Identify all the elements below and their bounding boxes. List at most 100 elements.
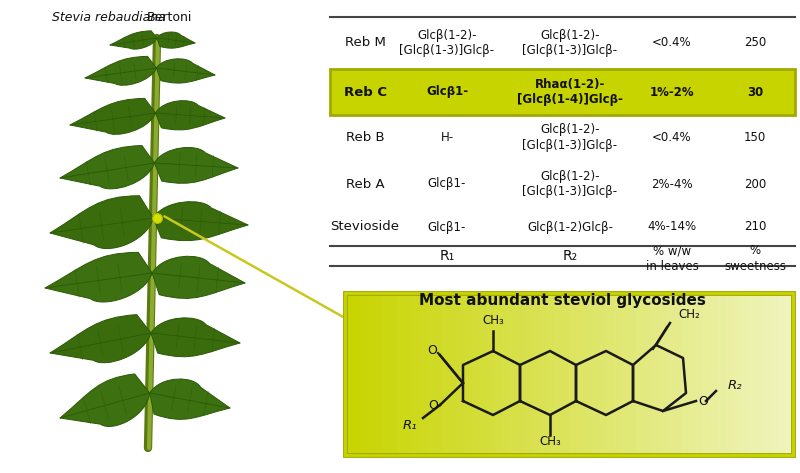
Bar <box>532 293 540 455</box>
Text: Stevioside: Stevioside <box>330 220 399 234</box>
Text: CH₃: CH₃ <box>482 315 504 327</box>
Text: <0.4%: <0.4% <box>652 36 692 50</box>
Bar <box>591 293 599 455</box>
Text: 4%-14%: 4%-14% <box>647 220 697 234</box>
PathPatch shape <box>152 256 245 298</box>
Bar <box>554 293 562 455</box>
Bar <box>734 293 742 455</box>
Bar <box>689 293 697 455</box>
Text: Glcβ(1-2)-
[Glcβ(1-3)]Glcβ-: Glcβ(1-2)- [Glcβ(1-3)]Glcβ- <box>522 29 618 57</box>
Bar <box>510 293 518 455</box>
Bar <box>345 293 353 455</box>
Bar <box>382 293 390 455</box>
Bar <box>741 293 749 455</box>
PathPatch shape <box>157 32 195 48</box>
Text: O: O <box>698 394 708 408</box>
Bar <box>450 293 458 455</box>
Bar <box>599 293 607 455</box>
Text: 30: 30 <box>747 86 763 98</box>
Bar <box>330 69 795 115</box>
Bar <box>711 293 719 455</box>
Bar <box>412 293 420 455</box>
Bar <box>696 293 704 455</box>
Bar <box>390 293 398 455</box>
Bar <box>569 293 577 455</box>
Bar <box>465 293 473 455</box>
Bar <box>360 293 368 455</box>
PathPatch shape <box>155 101 225 130</box>
Text: Reb B: Reb B <box>346 131 384 144</box>
Bar <box>562 293 570 455</box>
Text: Glcβ1-: Glcβ1- <box>428 177 466 191</box>
PathPatch shape <box>50 315 151 363</box>
Bar <box>763 293 771 455</box>
Text: Glcβ1-: Glcβ1- <box>428 220 466 234</box>
Text: <0.4%: <0.4% <box>652 131 692 144</box>
Text: 2%-4%: 2%-4% <box>651 177 693 191</box>
PathPatch shape <box>154 148 238 184</box>
Bar <box>367 293 375 455</box>
Bar <box>658 293 666 455</box>
Bar <box>494 293 502 455</box>
Text: Reb C: Reb C <box>343 86 386 98</box>
PathPatch shape <box>85 56 156 85</box>
Bar <box>353 293 361 455</box>
PathPatch shape <box>70 98 155 134</box>
Bar <box>539 293 547 455</box>
PathPatch shape <box>156 59 215 83</box>
Text: Glcβ(1-2)-
[Glcβ(1-3)]Glcβ-: Glcβ(1-2)- [Glcβ(1-3)]Glcβ- <box>522 123 618 151</box>
Text: Glcβ(1-2)-
[Glcβ(1-3)]Glcβ-: Glcβ(1-2)- [Glcβ(1-3)]Glcβ- <box>399 29 494 57</box>
PathPatch shape <box>45 252 152 302</box>
Bar <box>487 293 495 455</box>
Bar <box>577 293 585 455</box>
Bar <box>434 293 442 455</box>
Text: Glcβ(1-2)-
[Glcβ(1-3)]Glcβ-: Glcβ(1-2)- [Glcβ(1-3)]Glcβ- <box>522 170 618 198</box>
Bar <box>345 293 793 455</box>
PathPatch shape <box>110 31 157 49</box>
Bar <box>674 293 682 455</box>
PathPatch shape <box>60 146 154 189</box>
Text: 1%-2%: 1%-2% <box>650 86 694 98</box>
Text: R₂: R₂ <box>728 378 742 392</box>
Bar <box>584 293 592 455</box>
Bar <box>524 293 532 455</box>
Text: 200: 200 <box>744 177 766 191</box>
Bar <box>681 293 689 455</box>
Bar <box>375 293 383 455</box>
Text: 210: 210 <box>744 220 766 234</box>
Bar <box>756 293 764 455</box>
Text: 250: 250 <box>744 36 766 50</box>
Bar <box>636 293 644 455</box>
Bar <box>479 293 487 455</box>
Bar <box>786 293 794 455</box>
Text: CH₂: CH₂ <box>678 308 700 322</box>
Bar <box>546 293 554 455</box>
Bar <box>398 293 406 455</box>
Bar <box>622 293 630 455</box>
PathPatch shape <box>154 201 248 241</box>
Text: R₁: R₁ <box>402 419 418 431</box>
Bar <box>517 293 525 455</box>
Bar <box>614 293 622 455</box>
PathPatch shape <box>151 318 240 357</box>
Text: Most abundant steviol glycosides: Most abundant steviol glycosides <box>419 293 706 308</box>
Text: H-: H- <box>441 131 454 144</box>
PathPatch shape <box>50 196 154 248</box>
Bar <box>644 293 652 455</box>
Text: CH₃: CH₃ <box>539 435 561 447</box>
Text: Glcβ(1-2)Glcβ-: Glcβ(1-2)Glcβ- <box>527 220 613 234</box>
Bar <box>472 293 480 455</box>
Text: Reb A: Reb A <box>346 177 384 191</box>
Text: Reb M: Reb M <box>345 36 386 50</box>
PathPatch shape <box>150 379 230 420</box>
Bar <box>726 293 734 455</box>
Bar <box>718 293 726 455</box>
Bar <box>651 293 659 455</box>
Text: Glcβ1-: Glcβ1- <box>426 86 468 98</box>
Text: % w/w
in leaves: % w/w in leaves <box>646 245 698 273</box>
Bar <box>666 293 674 455</box>
Bar <box>345 293 793 455</box>
Bar <box>703 293 711 455</box>
Bar <box>502 293 510 455</box>
Text: R₁: R₁ <box>439 249 454 263</box>
